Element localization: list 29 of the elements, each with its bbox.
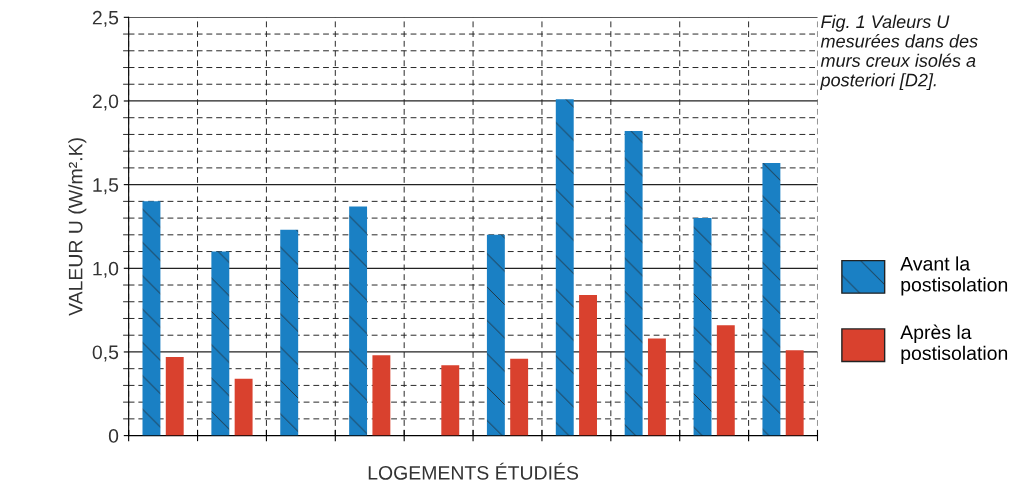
y-tick-label: 1,0: [93, 261, 119, 278]
legend-label: Après la postisolation: [900, 324, 1008, 364]
y-axis-title: VALEUR U (W/m².K): [68, 138, 87, 316]
bar: [372, 355, 391, 436]
bar: [280, 229, 299, 436]
bar: [647, 338, 666, 436]
bar: [486, 234, 505, 436]
x-axis-title: LOGEMENTS ÉTUDIÉS: [368, 462, 579, 480]
bar: [211, 251, 230, 436]
bar: [142, 201, 161, 436]
bar: [785, 350, 804, 436]
bar: [349, 206, 368, 436]
bar: [762, 162, 781, 436]
y-tick-label: 0,5: [92, 345, 119, 362]
bar: [441, 365, 460, 436]
legend-label: Avant la postisolation: [900, 256, 1008, 296]
bar: [579, 295, 597, 436]
y-tick-label: 1,5: [93, 178, 119, 195]
text: Fig. 1 Valeurs U mesurées dans des murs creux isolés a posteriori [D2].: [820, 14, 978, 91]
bar: [555, 99, 574, 436]
bar: [624, 131, 643, 436]
bar: [234, 378, 253, 436]
y-tick-label: 2,5: [92, 10, 119, 27]
y-tick-label: 0: [108, 429, 119, 443]
y-tick-label: 2,0: [92, 94, 119, 111]
bar: [165, 356, 184, 436]
bar: [716, 325, 735, 436]
bar: [510, 358, 529, 436]
bar: [693, 218, 712, 436]
